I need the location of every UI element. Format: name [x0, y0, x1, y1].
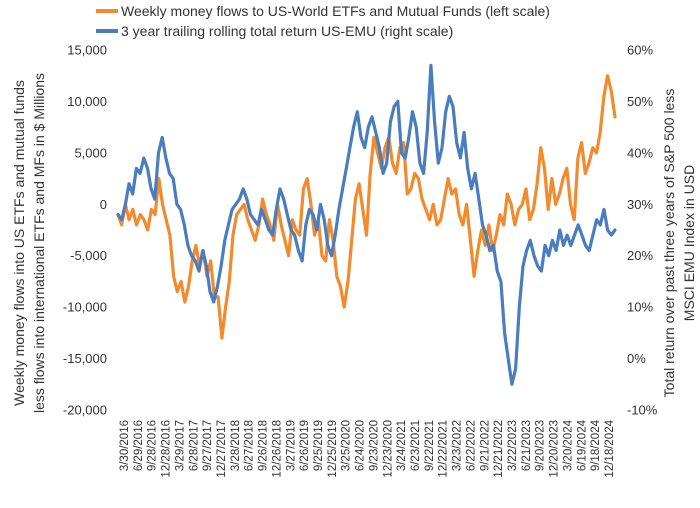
x-tick-label: 3/22/2023 — [507, 420, 519, 471]
x-tick-label: 9/20/2023 — [535, 420, 547, 471]
x-tick-label: 6/29/2016 — [133, 420, 145, 471]
x-tick-label: 9/18/2024 — [590, 419, 602, 471]
right-tick-label: 40% — [627, 145, 653, 160]
x-tick-label: 12/22/2021 — [438, 420, 450, 478]
x-tick-label: 6/28/2017 — [188, 420, 200, 471]
x-tick-label: 12/21/2022 — [493, 420, 505, 478]
x-tick-label: 9/28/2016 — [147, 420, 159, 471]
right-tick-label: 50% — [627, 94, 653, 109]
x-axis-ticks: 3/30/2016 6/29/2016 9/28/2016 12/28/2016 3/2… — [119, 419, 616, 477]
legend: Weekly money flows to US-World ETFs and … — [96, 3, 550, 39]
x-tick-label: 6/19/2024 — [576, 419, 588, 471]
x-tick-label: 9/21/2022 — [479, 420, 491, 471]
x-tick-label: 6/22/2022 — [465, 420, 477, 471]
left-tick-label: -20,000 — [63, 403, 107, 418]
left-axis-ticks: 15,000 10,000 5,000 0 -5,000 -10,000 -15,000 -2… — [63, 43, 107, 418]
right-tick-label: 10% — [627, 300, 653, 315]
x-tick-label: 3/24/2021 — [396, 420, 408, 471]
right-axis-ticks: 60% 50% 40% 30% 20% 10% 0% -10% — [627, 43, 658, 418]
left-tick-label: -5,000 — [70, 248, 107, 263]
x-tick-label: 9/22/2021 — [424, 420, 436, 471]
left-tick-label: 10,000 — [67, 94, 107, 109]
x-tick-label: 12/26/2018 — [271, 420, 283, 478]
x-tick-label: 12/28/2016 — [161, 420, 173, 478]
x-tick-label: 9/23/2020 — [368, 420, 380, 471]
left-tick-label: 5,000 — [74, 145, 107, 160]
x-tick-label: 12/25/2019 — [327, 420, 339, 478]
series-line-rel_return — [116, 63, 617, 386]
left-axis-title-line2: less flows into international ETFs and M… — [31, 73, 47, 413]
x-tick-label: 6/21/2023 — [521, 420, 533, 471]
series-line-flows — [116, 74, 617, 340]
left-tick-label: -15,000 — [63, 351, 107, 366]
x-tick-label: 12/23/2020 — [382, 420, 394, 478]
x-tick-label: 3/23/2022 — [452, 420, 464, 471]
left-tick-label: -10,000 — [63, 300, 107, 315]
right-axis-title-line1: Total return over past three years of S&… — [661, 89, 677, 398]
legend-label-rel-return: 3 year trailing rolling total return US-… — [121, 23, 453, 39]
x-tick-label: 3/28/2018 — [230, 420, 242, 471]
right-tick-label: 0% — [627, 351, 646, 366]
x-tick-label: 3/27/2019 — [285, 420, 297, 471]
x-tick-label: 3/20/2024 — [562, 419, 574, 471]
x-tick-label: 6/23/2021 — [410, 420, 422, 471]
x-tick-label: 12/18/2024 — [604, 419, 616, 477]
x-tick-label: 6/27/2018 — [244, 420, 256, 471]
right-tick-label: -10% — [627, 403, 658, 418]
right-axis-title-line2: MSCI EMU Index in USD — [681, 165, 697, 321]
x-tick-label: 6/26/2019 — [299, 420, 311, 471]
x-tick-label: 6/24/2020 — [355, 420, 367, 471]
x-tick-label: 9/27/2017 — [202, 420, 214, 471]
right-tick-label: 30% — [627, 197, 653, 212]
right-tick-label: 20% — [627, 248, 653, 263]
left-tick-label: 15,000 — [67, 43, 107, 58]
x-tick-label: 3/25/2020 — [341, 420, 353, 471]
left-axis-title-line1: Weekly money flows into US ETFs and mutu… — [11, 80, 27, 406]
x-tick-label: 3/29/2017 — [174, 420, 186, 471]
plot-area — [116, 63, 617, 386]
legend-label-flows: Weekly money flows to US-World ETFs and … — [121, 3, 550, 19]
right-tick-label: 60% — [627, 43, 653, 58]
x-tick-label: 9/26/2018 — [258, 420, 270, 471]
x-tick-label: 9/25/2019 — [313, 420, 325, 471]
left-tick-label: 0 — [100, 197, 107, 212]
x-tick-label: 12/20/2023 — [549, 420, 561, 478]
x-tick-label: 3/30/2016 — [119, 420, 131, 471]
x-tick-label: 12/27/2017 — [216, 420, 228, 478]
